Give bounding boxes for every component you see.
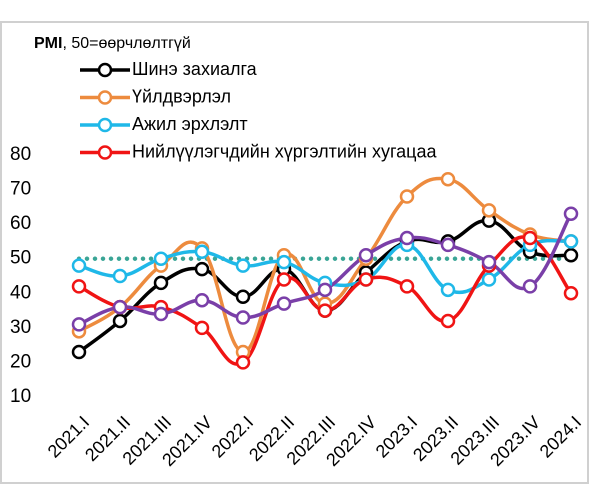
point [522,279,538,294]
point [358,272,374,287]
legend-label: Нийлүүлэгчдийн хүргэлтийн хугацаа [132,141,437,161]
point [153,306,169,322]
point [112,313,128,329]
point [112,299,128,315]
point [235,355,251,370]
point [235,310,251,325]
point [563,206,579,222]
legend-label: Шинэ захиалга [132,59,258,79]
point [481,203,497,218]
point [112,268,128,284]
point [440,282,456,298]
subtitle-bold: PMI [34,35,62,52]
point [399,230,415,246]
point [440,313,456,329]
y-tick-label: 50 [10,248,31,269]
y-tick-label: 10 [10,386,31,407]
subtitle-rest: , 50=өөрчлөлтгүй [62,35,190,52]
point [276,272,292,287]
point [399,279,415,294]
point [194,292,210,308]
point [153,251,169,266]
point [358,248,374,263]
point [563,234,579,249]
y-tick-label: 30 [10,317,31,338]
legend-marker [97,145,113,160]
point [71,258,87,273]
point [440,237,456,253]
legend-marker [97,90,113,105]
point [194,244,210,260]
point [522,230,538,246]
point [71,279,87,294]
point [317,303,333,318]
point [276,254,292,270]
y-tick-label: 40 [10,282,31,303]
y-tick-label: 20 [10,351,31,372]
legend-label: Үйлдвэрлэл [132,86,231,106]
point [399,189,415,204]
y-tick-label: 60 [10,213,31,234]
point [317,282,333,298]
point [563,286,579,301]
point [153,275,169,291]
legend-label: Ажил эрхлэлт [132,114,248,134]
point [71,317,87,332]
point [194,320,210,336]
point [440,171,456,187]
legend-marker [97,117,113,133]
point [194,261,210,277]
point [481,272,497,287]
point [563,248,579,263]
y-tick-label: 70 [10,179,31,200]
point [71,344,87,360]
subtitle: PMI, 50=өөрчлөлтгүй [34,35,191,52]
y-tick-label: 80 [10,144,31,165]
point [276,296,292,311]
point [235,258,251,273]
point [481,254,497,270]
point [235,289,251,304]
legend-marker [97,62,113,78]
